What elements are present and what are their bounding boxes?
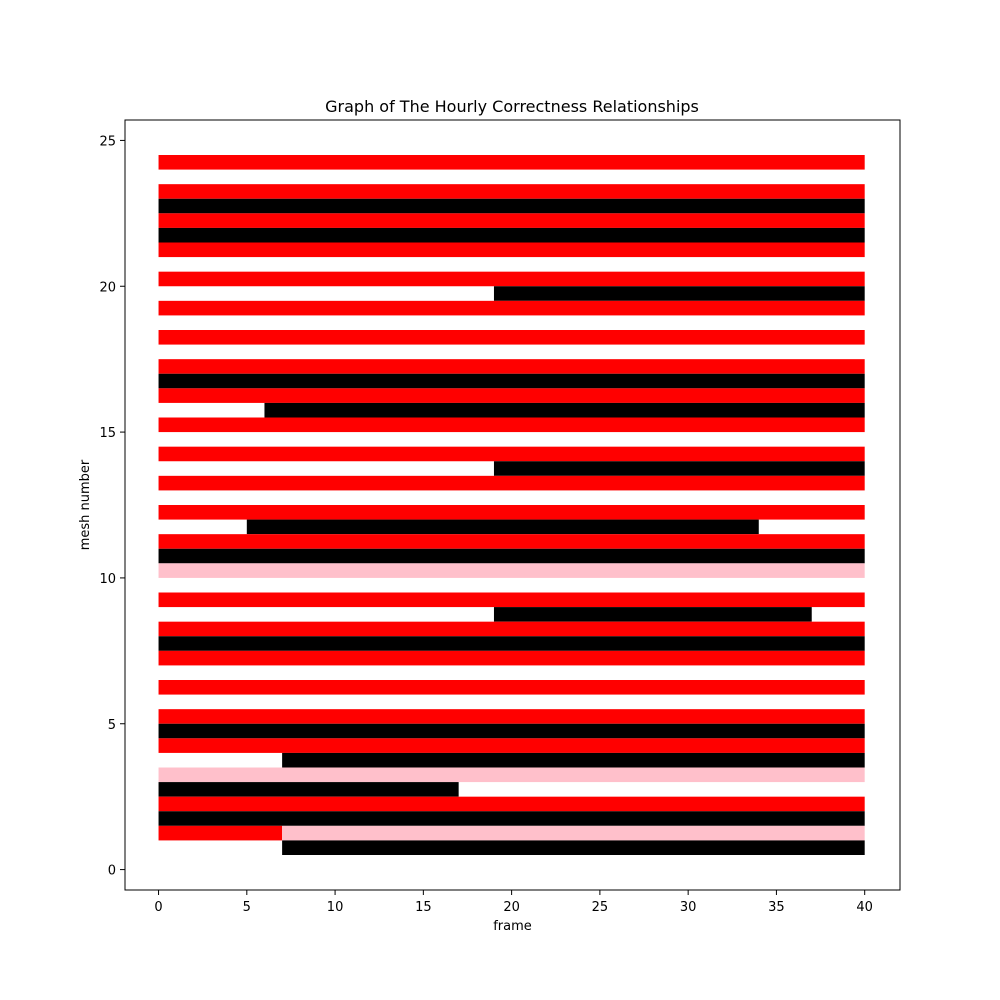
x-tick-label-0: 0 [154,900,162,915]
y-tick-label-2: 10 [99,572,116,587]
bar-segments [158,155,865,855]
bar-segment-12 [158,388,865,403]
bar-segment-21 [158,548,865,564]
bar-segment-39 [282,840,865,855]
plot-frame [124,119,901,891]
bar-segment-33 [158,767,865,783]
bar-segment-34 [158,782,459,797]
bar-segment-1 [158,184,865,199]
bar-segment-2 [158,198,865,214]
y-tick-label-5: 25 [99,134,116,149]
bar-segment-17 [158,475,865,491]
bar-segment-35 [158,796,865,812]
bar-segment-4 [158,227,865,243]
x-axis-ticks: 0 5 10 15 20 25 30 35 40 [154,890,873,915]
bar-segment-14 [158,417,865,433]
bar-segment-24 [493,607,812,622]
bar-segment-8 [158,300,865,316]
y-tick-label-3: 15 [99,426,116,441]
x-tick-label-2: 10 [327,900,344,915]
bar-segment-23 [158,592,865,608]
bar-segment-36 [158,811,865,826]
bar-segment-22 [158,563,865,578]
chart-title: Graph of The Hourly Correctness Relation… [325,97,699,116]
bar-segment-15 [158,446,865,462]
bar-segment-6 [158,271,865,287]
y-axis-ticks: 0 5 10 15 20 25 [99,134,125,879]
bar-segment-18 [158,505,865,520]
bar-segment-31 [158,738,865,753]
y-tick-label-4: 20 [99,280,116,295]
bar-segment-30 [158,723,865,739]
bar-segment-5 [158,242,865,258]
y-axis-label: mesh number [78,459,93,550]
x-tick-label-5: 25 [592,900,609,915]
x-tick-label-4: 20 [503,900,520,915]
x-axis-label: frame [493,919,532,934]
y-tick-label-0: 0 [108,864,116,879]
bar-segment-3 [158,213,865,228]
bar-segment-37 [158,825,283,841]
bar-segment-16 [493,461,865,476]
bar-segment-28 [158,680,865,695]
x-tick-label-6: 30 [680,900,697,915]
bar-segment-32 [282,752,865,768]
bar-segment-9 [158,330,865,345]
bar-segment-7 [493,286,865,301]
bar-segment-27 [158,650,865,666]
bar-segment-26 [158,636,865,651]
y-tick-label-1: 5 [108,718,116,733]
bar-segment-10 [158,359,865,374]
x-tick-label-7: 35 [768,900,785,915]
bar-segment-13 [264,402,865,418]
bar-segment-19 [246,519,759,535]
x-tick-label-1: 5 [243,900,251,915]
bar-segment-29 [158,709,865,724]
x-tick-label-8: 40 [856,900,873,915]
x-tick-label-3: 15 [415,900,432,915]
bar-segment-0 [158,155,865,170]
bar-segment-20 [158,534,865,549]
bar-segment-11 [158,373,865,389]
bar-segment-38 [282,825,865,841]
bar-segment-25 [158,621,865,637]
